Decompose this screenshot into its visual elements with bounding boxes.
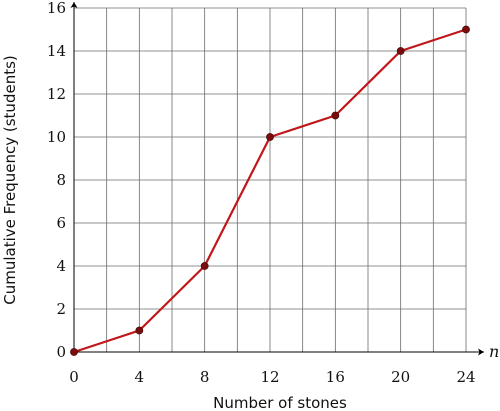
y-tick-label: 4 xyxy=(56,257,66,275)
y-tick-label: 6 xyxy=(56,214,66,232)
data-point xyxy=(266,133,274,141)
data-point xyxy=(200,262,209,270)
y-tick-label: 16 xyxy=(47,0,66,17)
x-tick-label: 16 xyxy=(326,368,345,386)
data-series xyxy=(70,25,470,356)
data-point xyxy=(70,348,78,356)
x-tick-label: 4 xyxy=(135,368,145,386)
y-tick-label: 14 xyxy=(47,42,66,60)
y-tick-label: 0 xyxy=(56,343,66,361)
axes xyxy=(70,2,484,356)
x-tick-label: 24 xyxy=(456,368,475,386)
y-tick-label: 2 xyxy=(56,300,66,318)
x-axis-arrow-icon xyxy=(478,348,484,356)
data-point xyxy=(331,111,340,120)
y-tick-label: 8 xyxy=(56,171,66,189)
grid-lines xyxy=(73,7,467,353)
data-point xyxy=(135,326,144,335)
x-tick-label: 12 xyxy=(260,368,279,386)
x-axis-variable: n xyxy=(489,342,499,361)
y-tick-label: 12 xyxy=(47,85,66,103)
data-point xyxy=(462,25,470,34)
x-axis-title: Number of stones xyxy=(213,394,347,411)
y-axis-title: Cumulative Frequency (students) xyxy=(1,55,19,305)
data-point xyxy=(396,47,405,55)
y-axis-arrow-icon xyxy=(70,2,78,8)
x-tick-label: 20 xyxy=(391,368,410,386)
x-tick-label: 8 xyxy=(200,368,210,386)
y-tick-label: 10 xyxy=(47,128,66,146)
x-tick-label: 0 xyxy=(69,368,79,386)
